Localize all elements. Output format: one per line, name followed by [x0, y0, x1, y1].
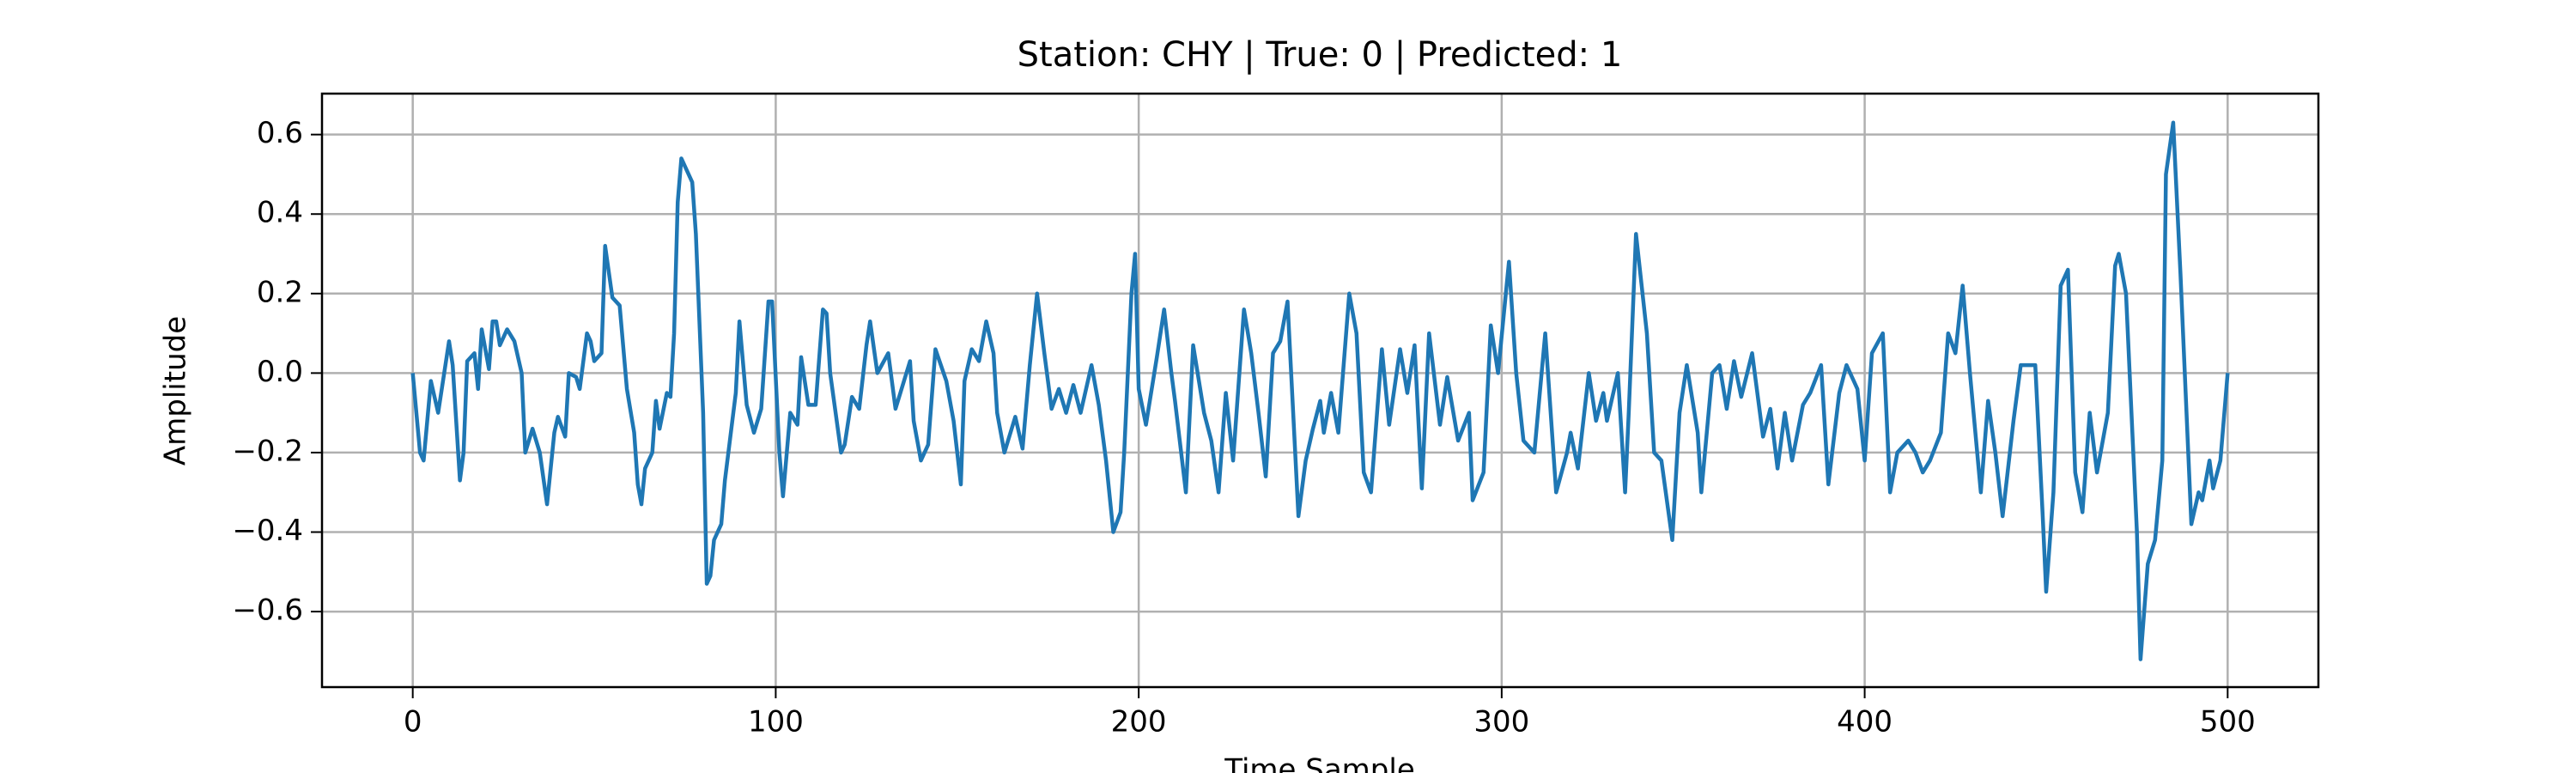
x-tick-label: 500 — [2200, 705, 2256, 740]
x-tick-label: 300 — [1473, 705, 1529, 740]
chart-title: Station: CHY | True: 0 | Predicted: 1 — [1018, 35, 1623, 75]
data-line — [410, 120, 2230, 661]
y-tick-label: 0.0 — [257, 355, 303, 389]
x-tick-label: 200 — [1111, 705, 1167, 740]
y-tick-label: 0.2 — [257, 275, 303, 309]
y-tick-label: 0.4 — [257, 196, 303, 230]
x-axis-label: Time Sample — [1224, 753, 1415, 773]
y-tick-label: 0.6 — [257, 116, 303, 150]
y-tick-label: −0.4 — [232, 514, 303, 548]
plot-frame — [320, 92, 2320, 689]
x-tick-label: 0 — [404, 705, 422, 740]
y-tick-label: −0.6 — [232, 593, 303, 628]
x-tick-label: 100 — [748, 705, 804, 740]
y-tick-label: −0.2 — [232, 434, 303, 468]
x-tick-label: 400 — [1837, 705, 1893, 740]
y-axis-label: Amplitude — [159, 316, 193, 466]
